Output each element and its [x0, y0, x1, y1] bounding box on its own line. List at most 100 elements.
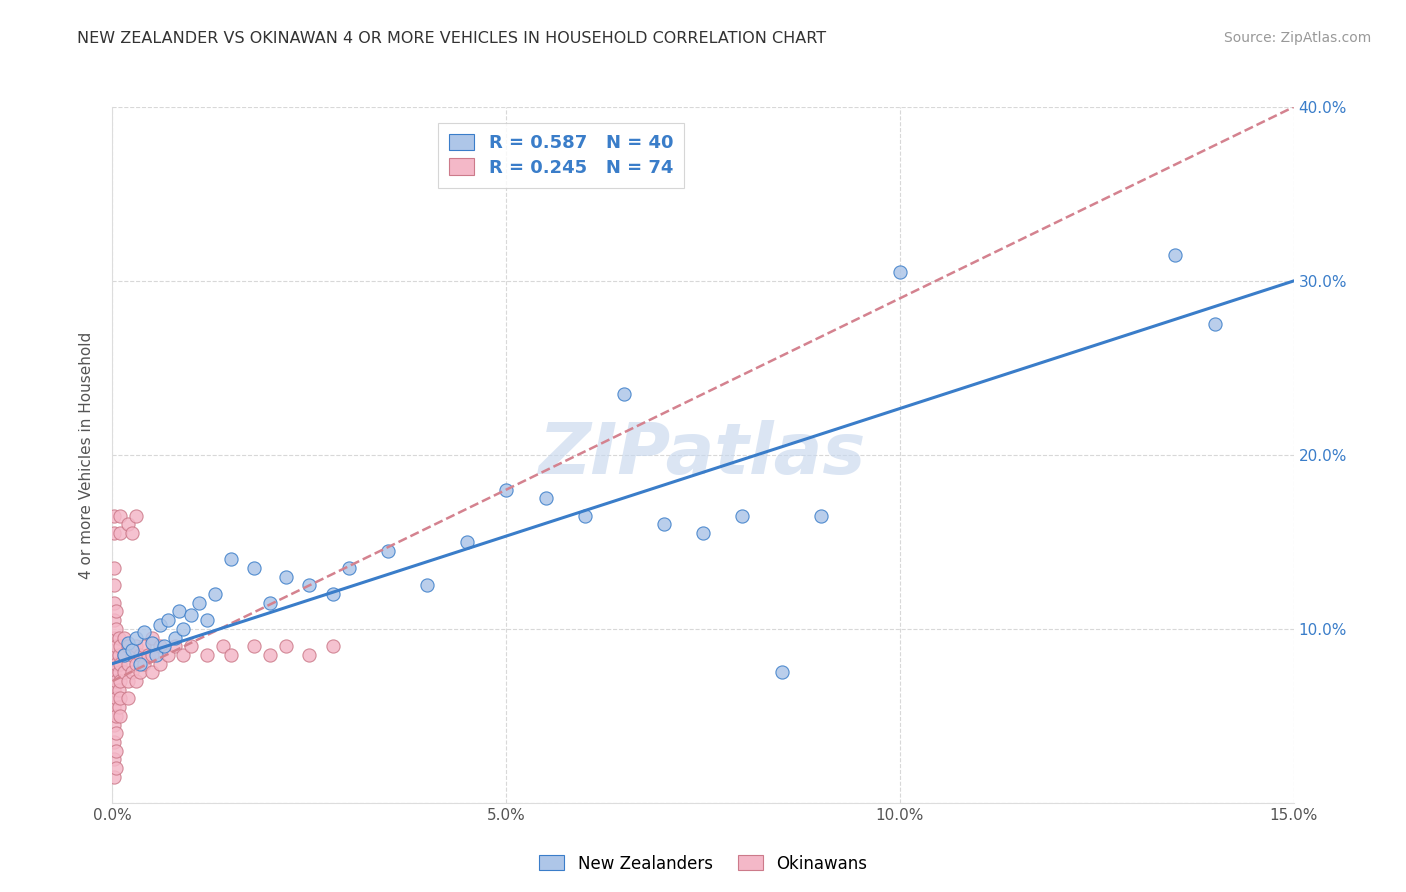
Point: [259, 648, 281, 662]
Point: [117, 691, 139, 706]
Point: [117, 517, 139, 532]
Point: [172, 648, 194, 662]
Point: [103, 665, 125, 680]
Point: [416, 578, 439, 592]
Point: [219, 648, 242, 662]
Point: [103, 561, 125, 575]
Point: [103, 735, 125, 749]
Point: [110, 708, 132, 723]
Point: [103, 508, 125, 523]
Point: [149, 618, 172, 632]
Point: [121, 642, 143, 657]
Point: [322, 587, 344, 601]
Point: [141, 631, 163, 645]
Point: [195, 648, 218, 662]
Point: [105, 726, 128, 740]
Point: [274, 639, 297, 653]
Point: [180, 639, 202, 653]
Point: [112, 665, 135, 680]
Point: [105, 622, 128, 636]
Point: [103, 700, 125, 714]
Point: [132, 625, 155, 640]
Point: [132, 639, 155, 653]
Point: [117, 674, 139, 689]
Point: [149, 657, 172, 671]
Point: [103, 613, 125, 627]
Point: [107, 648, 129, 662]
Point: [156, 613, 179, 627]
Point: [129, 648, 152, 662]
Point: [103, 631, 125, 645]
Point: [103, 682, 125, 697]
Point: [107, 700, 129, 714]
Point: [129, 657, 152, 671]
Point: [574, 508, 596, 523]
Point: [243, 561, 266, 575]
Point: [770, 665, 793, 680]
Point: [652, 517, 675, 532]
Point: [112, 631, 135, 645]
Point: [121, 665, 143, 680]
Point: [105, 605, 128, 619]
Point: [180, 607, 202, 622]
Point: [259, 596, 281, 610]
Legend: New Zealanders, Okinawans: New Zealanders, Okinawans: [533, 848, 873, 880]
Point: [110, 657, 132, 671]
Point: [298, 648, 321, 662]
Point: [107, 631, 129, 645]
Point: [105, 639, 128, 653]
Point: [149, 639, 172, 653]
Point: [125, 639, 148, 653]
Point: [125, 508, 148, 523]
Point: [613, 387, 636, 401]
Point: [495, 483, 517, 497]
Point: [141, 636, 163, 650]
Point: [125, 631, 148, 645]
Point: [121, 648, 143, 662]
Point: [105, 761, 128, 775]
Point: [298, 578, 321, 592]
Point: [169, 605, 191, 619]
Point: [731, 508, 754, 523]
Text: NEW ZEALANDER VS OKINAWAN 4 OR MORE VEHICLES IN HOUSEHOLD CORRELATION CHART: NEW ZEALANDER VS OKINAWAN 4 OR MORE VEHI…: [77, 31, 827, 46]
Point: [188, 596, 211, 610]
Point: [112, 648, 135, 662]
Point: [322, 639, 344, 653]
Point: [219, 552, 242, 566]
Y-axis label: 4 or more Vehicles in Household: 4 or more Vehicles in Household: [79, 331, 94, 579]
Point: [1204, 318, 1226, 332]
Point: [337, 561, 360, 575]
Point: [145, 648, 167, 662]
Point: [141, 665, 163, 680]
Point: [534, 491, 557, 506]
Point: [105, 744, 128, 758]
Point: [810, 508, 832, 523]
Point: [156, 648, 179, 662]
Point: [172, 622, 194, 636]
Legend: R = 0.587   N = 40, R = 0.245   N = 74: R = 0.587 N = 40, R = 0.245 N = 74: [439, 123, 685, 187]
Point: [103, 526, 125, 541]
Point: [112, 648, 135, 662]
Point: [1164, 248, 1187, 262]
Point: [889, 265, 911, 279]
Point: [103, 717, 125, 731]
Point: [103, 578, 125, 592]
Point: [152, 639, 174, 653]
Text: Source: ZipAtlas.com: Source: ZipAtlas.com: [1223, 31, 1371, 45]
Point: [692, 526, 714, 541]
Point: [117, 657, 139, 671]
Point: [107, 682, 129, 697]
Point: [195, 613, 218, 627]
Point: [165, 639, 187, 653]
Point: [141, 648, 163, 662]
Point: [110, 639, 132, 653]
Point: [136, 648, 159, 662]
Point: [117, 639, 139, 653]
Point: [103, 596, 125, 610]
Point: [110, 674, 132, 689]
Point: [204, 587, 226, 601]
Text: ZIPatlas: ZIPatlas: [540, 420, 866, 490]
Point: [121, 526, 143, 541]
Point: [103, 770, 125, 784]
Point: [110, 508, 132, 523]
